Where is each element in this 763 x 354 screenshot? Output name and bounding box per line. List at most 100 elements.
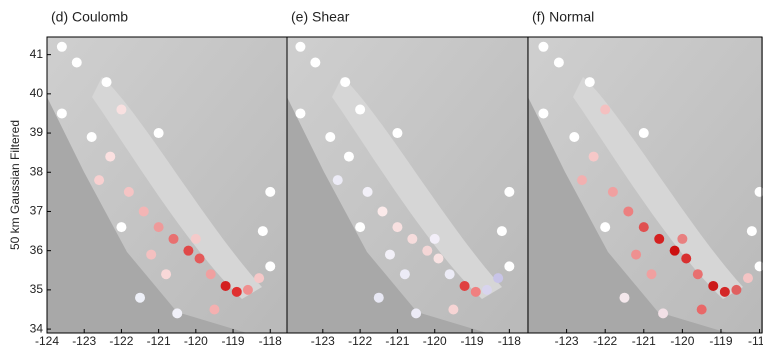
x-tick-label: -121 bbox=[632, 334, 656, 348]
y-tick-label: 38 bbox=[30, 164, 44, 178]
station-dot bbox=[623, 206, 633, 216]
x-tick-label: -122 bbox=[109, 334, 133, 348]
station-dot bbox=[191, 234, 201, 244]
station-dot bbox=[139, 206, 149, 216]
y-tick-label: 35 bbox=[30, 282, 44, 296]
station-dot bbox=[493, 273, 503, 283]
station-dot bbox=[482, 285, 492, 295]
station-dot bbox=[538, 42, 548, 52]
station-dot bbox=[430, 234, 440, 244]
station-dot bbox=[57, 108, 67, 118]
station-dot bbox=[504, 261, 514, 271]
station-dot bbox=[460, 281, 470, 291]
map-panel bbox=[287, 37, 528, 333]
station-dot bbox=[731, 285, 741, 295]
station-dot bbox=[344, 152, 354, 162]
station-dot bbox=[172, 308, 182, 318]
station-dot bbox=[471, 287, 481, 297]
station-dot bbox=[87, 132, 97, 142]
station-dot bbox=[448, 304, 458, 314]
station-dot bbox=[411, 308, 421, 318]
y-axis-label: 50 km Gaussian Filtered bbox=[8, 120, 22, 250]
y-tick-label: 37 bbox=[30, 204, 44, 218]
x-tick-label: -122 bbox=[593, 334, 617, 348]
station-dot bbox=[747, 226, 757, 236]
station-dot bbox=[295, 42, 305, 52]
x-tick-label: -119 bbox=[221, 334, 244, 348]
station-dot bbox=[161, 269, 171, 279]
station-dot bbox=[206, 269, 216, 279]
station-dot bbox=[154, 128, 164, 138]
station-dot bbox=[600, 105, 610, 115]
x-tick-label: -123 bbox=[555, 334, 579, 348]
station-dot bbox=[693, 269, 703, 279]
station-dot bbox=[538, 108, 548, 118]
x-tick-label: -120 bbox=[670, 334, 694, 348]
x-tick-label: -122 bbox=[348, 334, 372, 348]
station-dot bbox=[433, 254, 443, 264]
station-dot bbox=[374, 293, 384, 303]
station-dot bbox=[670, 246, 680, 256]
station-dot bbox=[221, 281, 231, 291]
station-dot bbox=[355, 222, 365, 232]
x-tick-label: -118 bbox=[498, 334, 521, 348]
x-tick-label: -121 bbox=[147, 334, 171, 348]
station-dot bbox=[743, 273, 753, 283]
station-dot bbox=[340, 77, 350, 87]
station-dot bbox=[385, 250, 395, 260]
station-dot bbox=[554, 57, 564, 67]
station-dot bbox=[72, 57, 82, 67]
station-dot bbox=[677, 234, 687, 244]
x-tick-label: -119 bbox=[460, 334, 483, 348]
station-dot bbox=[102, 77, 112, 87]
station-dot bbox=[407, 234, 417, 244]
station-dot bbox=[254, 273, 264, 283]
station-dot bbox=[243, 285, 253, 295]
station-dot bbox=[619, 293, 629, 303]
station-dot bbox=[105, 152, 115, 162]
figure: 50 km Gaussian Filtered (d) Coulomb-124-… bbox=[0, 0, 763, 349]
panel-title: (e) Shear bbox=[291, 9, 350, 25]
station-dot bbox=[569, 132, 579, 142]
x-tick-label: -120 bbox=[423, 334, 447, 348]
station-dot bbox=[310, 57, 320, 67]
station-dot bbox=[363, 187, 373, 197]
station-dot bbox=[647, 269, 657, 279]
y-tick-label: 40 bbox=[30, 86, 44, 100]
station-dot bbox=[639, 222, 649, 232]
x-tick-label: -121 bbox=[385, 334, 409, 348]
station-dot bbox=[577, 175, 587, 185]
x-tick-label: -123 bbox=[311, 334, 335, 348]
x-tick-label: -118 bbox=[748, 334, 763, 348]
y-tick-label: 41 bbox=[30, 47, 44, 61]
station-dot bbox=[589, 152, 599, 162]
station-dot bbox=[94, 175, 104, 185]
station-dot bbox=[265, 261, 275, 271]
station-dot bbox=[116, 222, 126, 232]
station-dot bbox=[355, 105, 365, 115]
station-dot bbox=[169, 234, 179, 244]
station-dot bbox=[295, 108, 305, 118]
panel-title: (f) Normal bbox=[532, 9, 594, 25]
station-dot bbox=[392, 222, 402, 232]
x-tick-label: -124 bbox=[35, 334, 59, 348]
station-dot bbox=[116, 105, 126, 115]
station-dot bbox=[681, 254, 691, 264]
station-dot bbox=[333, 175, 343, 185]
station-dot bbox=[697, 304, 707, 314]
map-panel bbox=[47, 37, 287, 333]
station-dot bbox=[265, 187, 275, 197]
station-dot bbox=[608, 187, 618, 197]
y-tick-label: 36 bbox=[30, 243, 44, 257]
station-dot bbox=[378, 206, 388, 216]
station-dot bbox=[146, 250, 156, 260]
station-dot bbox=[654, 234, 664, 244]
station-dot bbox=[585, 77, 595, 87]
station-dot bbox=[183, 246, 193, 256]
station-dot bbox=[57, 42, 67, 52]
station-dot bbox=[504, 187, 514, 197]
station-dot bbox=[708, 281, 718, 291]
station-dot bbox=[600, 222, 610, 232]
station-dot bbox=[135, 293, 145, 303]
x-tick-label: -120 bbox=[184, 334, 208, 348]
